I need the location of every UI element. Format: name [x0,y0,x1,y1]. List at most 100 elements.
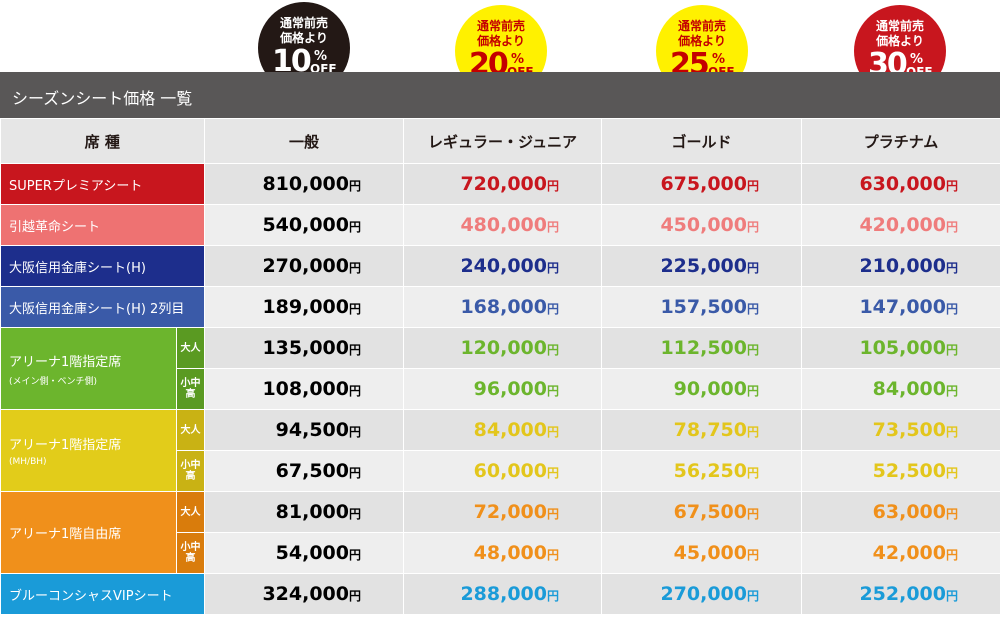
price-value: 630,000 [859,173,946,195]
price-cell: 112,500円 [601,327,803,369]
header-seat-type: 席 種 [0,118,206,164]
price-cell: 108,000円 [204,368,405,410]
price-cell: 288,000円 [403,573,603,615]
yen-unit: 円 [946,302,959,316]
yen-unit: 円 [547,384,560,398]
yen-unit: 円 [747,589,760,603]
badge-percent-symbol: % [910,52,924,67]
price-cell: 480,000円 [403,204,603,246]
price-cell: 210,000円 [801,245,1000,287]
table-row: 小中高 67,500円 60,000円 56,250円 52,500円 [1,450,1000,492]
sub-label-adult: 大人 [175,491,206,533]
row-label: SUPERプレミアシート [0,163,206,205]
row-label: アリーナ1階自由席 [0,491,177,574]
sub-label-child: 小中高 [175,368,206,410]
price-cell: 270,000円 [601,573,803,615]
price-cell: 84,000円 [403,409,603,451]
yen-unit: 円 [747,261,760,275]
price-value: 225,000 [660,255,747,277]
badge-percent-symbol: % [712,52,726,67]
yen-unit: 円 [747,507,760,521]
price-value: 450,000 [660,214,747,236]
table-row: アリーナ1階指定席 (メイン側・ベンチ側) 大人 135,000円 120,00… [0,327,1000,410]
yen-unit: 円 [747,343,760,357]
yen-unit: 円 [946,589,959,603]
price-value: 252,000 [859,583,946,605]
price-cell: 540,000円 [204,204,405,246]
yen-unit: 円 [349,179,362,193]
table-row: ブルーコンシャスVIPシート 324,000円 288,000円 270,000… [0,573,1000,615]
yen-unit: 円 [946,220,959,234]
price-cell: 63,000円 [801,491,1000,533]
sub-label-child: 小中高 [175,450,206,492]
yen-unit: 円 [547,507,560,521]
badge-line1: 通常前売 [476,19,525,33]
badge-line2: 価格より [678,34,726,48]
yen-unit: 円 [946,343,959,357]
price-cell: 810,000円 [204,163,405,205]
price-value: 67,500 [673,501,747,523]
price-value: 720,000 [460,173,547,195]
price-cell: 78,750円 [601,409,803,451]
price-cell: 42,000円 [801,532,1000,574]
price-cell: 324,000円 [204,573,405,615]
table-row: 引越革命シート 540,000円 480,000円 450,000 円 420,0… [0,204,1000,246]
table-row: 大阪信用金庫シート(H) 2列目 189,000円 168,000円 157,5… [0,286,1000,328]
price-value: 45,000 [673,542,747,564]
yen-unit: 円 [349,466,362,480]
price-cell: 420,000円 [801,204,1000,246]
header-platinum: プラチナム [801,118,1000,164]
price-value: 147,000 [859,296,946,318]
price-value: 420,000 [859,214,946,236]
price-value: 52,500 [872,460,946,482]
sub-label-adult: 大人 [175,327,206,369]
price-cell: 96,000円 [403,368,603,410]
yen-unit: 円 [547,261,560,275]
price-cell: 67,500円 [204,450,405,492]
price-value: 480,000 [460,214,547,236]
price-value: 73,500 [872,419,946,441]
yen-unit: 円 [946,548,959,562]
price-cell: 56,250円 [601,450,803,492]
yen-unit: 円 [349,548,362,562]
yen-unit: 円 [747,425,760,439]
price-value: 540,000 [262,214,349,236]
yen-unit: 円 [946,466,959,480]
yen-unit: 円 [946,384,959,398]
row-label: 引越革命シート [0,204,206,246]
table-row: 大阪信用金庫シート(H) 270,000円 240,000円 225,000円 … [0,245,1000,287]
header-regular-junior: レギュラー・ジュニア [403,118,603,164]
yen-unit: 円 [946,261,959,275]
price-cell: 720,000円 [403,163,603,205]
price-value: 157,500 [660,296,747,318]
price-cell: 225,000円 [601,245,803,287]
price-value: 168,000 [460,296,547,318]
price-value: 270,000 [660,583,747,605]
title-bar: シーズンシート価格 一覧 [0,72,1000,118]
price-value: 94,500 [275,419,349,441]
badge-line1: 通常前売 [279,16,328,30]
price-cell: 270,000円 [204,245,405,287]
price-value: 67,500 [275,460,349,482]
price-cell: 52,500円 [801,450,1000,492]
header-general: 一般 [204,118,405,164]
yen-unit: 円 [547,343,560,357]
price-value: 210,000 [859,255,946,277]
yen-unit: 円 [547,425,560,439]
badge-percent-symbol: % [511,52,525,67]
table-row: アリーナ1階自由席 大人 81,000円 72,000円 67,500円 63,… [0,491,1000,574]
table-row: アリーナ1階指定席 (MH/BH) 大人 94,500円 84,000円 78,… [0,409,1000,492]
price-value: 240,000 [460,255,547,277]
price-value: 189,000 [262,296,349,318]
yen-unit: 円 [349,384,362,398]
row-label-group: アリーナ1階指定席 (メイン側・ベンチ側) [0,327,177,410]
price-cell: 252,000円 [801,573,1000,615]
price-value: 84,000 [473,419,547,441]
price-value: 63,000 [872,501,946,523]
sub-label-adult: 大人 [175,409,206,451]
badge-line1: 通常前売 [875,19,924,33]
yen-unit: 円 [547,548,560,562]
price-cell: 240,000円 [403,245,603,287]
price-cell: 54,000円 [204,532,405,574]
yen-unit: 円 [349,425,362,439]
